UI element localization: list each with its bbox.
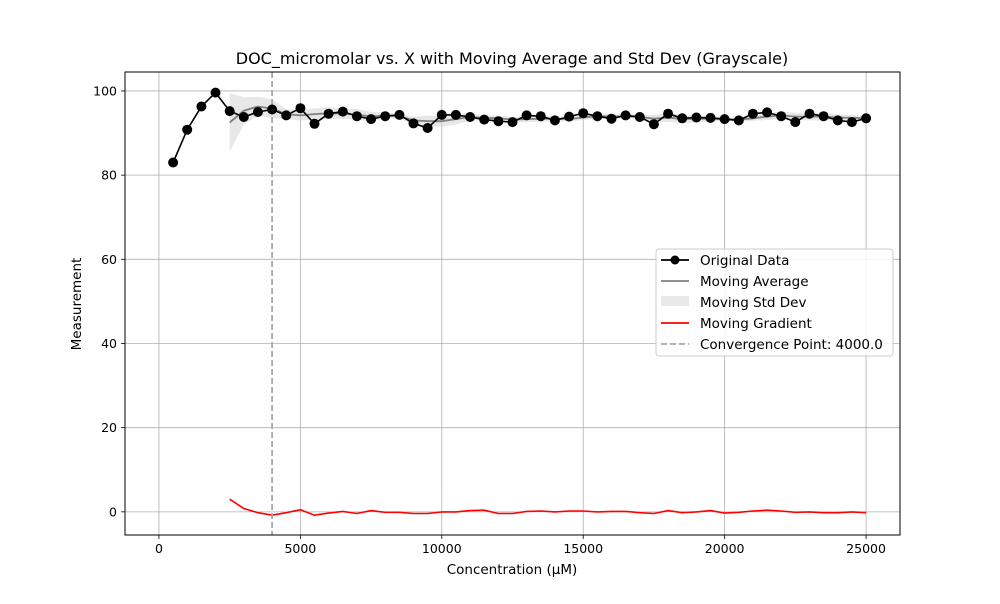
original-data-point xyxy=(408,118,419,129)
y-tick-label: 60 xyxy=(101,252,117,267)
original-data-point xyxy=(493,116,504,127)
legend-box xyxy=(655,248,894,357)
y-tick-label: 20 xyxy=(101,420,117,435)
y-tick-label: 40 xyxy=(101,336,117,351)
original-data-point xyxy=(465,112,476,122)
original-data-point xyxy=(818,111,829,122)
legend-label-original: Original Data xyxy=(700,253,789,269)
x-tick-label: 5000 xyxy=(284,541,316,556)
original-data-point xyxy=(535,111,546,122)
original-data-point xyxy=(606,113,617,124)
original-data-point xyxy=(564,111,575,122)
original-data-point xyxy=(366,114,377,125)
original-data-point xyxy=(549,115,560,126)
original-data-point xyxy=(846,117,857,128)
moving-gradient-line xyxy=(229,498,867,517)
original-data-point xyxy=(450,109,461,120)
legend-label-std-dev: Moving Std Dev xyxy=(700,295,806,311)
original-data-point xyxy=(422,123,433,133)
x-tick-label: 15000 xyxy=(563,541,603,556)
original-data-point xyxy=(168,157,179,168)
original-data-point xyxy=(394,109,405,120)
x-axis-ticks: 0 5000 10000 15000 20000 25000 xyxy=(155,535,886,556)
legend-label-moving-average: Moving Average xyxy=(700,274,809,290)
original-data-point xyxy=(648,119,659,130)
original-data-point xyxy=(210,87,221,98)
legend-marker-original xyxy=(670,255,680,265)
y-axis-label: Measurement xyxy=(69,258,85,351)
original-data-point xyxy=(182,124,193,135)
original-data-point xyxy=(677,113,688,124)
original-data-point xyxy=(323,108,334,119)
original-data-point xyxy=(436,109,447,120)
original-data-point xyxy=(832,115,843,126)
original-data-point xyxy=(224,106,235,117)
original-data-point xyxy=(762,107,773,118)
legend-swatch-std-dev xyxy=(661,296,689,306)
original-data-point xyxy=(691,112,702,123)
original-data-point xyxy=(196,101,207,112)
legend-label-convergence: Convergence Point: 4000.0 xyxy=(700,337,883,353)
original-data-point xyxy=(351,111,362,122)
original-data-point xyxy=(861,113,872,124)
original-data-point xyxy=(733,115,744,126)
original-data-point xyxy=(295,103,306,114)
original-data-point xyxy=(507,117,518,128)
x-tick-label: 10000 xyxy=(422,541,462,556)
original-data-point xyxy=(776,111,787,122)
x-axis-label: Concentration (µM) xyxy=(447,562,578,578)
x-tick-label: 25000 xyxy=(846,541,886,556)
original-data-point xyxy=(380,111,391,122)
original-data-point xyxy=(309,118,320,129)
x-tick-label: 0 xyxy=(155,541,163,556)
y-axis-ticks: 0 20 40 60 80 100 xyxy=(93,83,125,519)
original-data-point xyxy=(281,110,292,121)
original-data-point xyxy=(479,114,490,125)
x-tick-label: 20000 xyxy=(705,541,745,556)
original-data-point xyxy=(790,117,801,128)
y-tick-label: 0 xyxy=(109,504,117,519)
original-data-point xyxy=(337,106,348,117)
legend: Original Data Moving Average Moving Std … xyxy=(655,248,894,357)
moving-gradient-layer xyxy=(229,498,867,517)
legend-label-gradient: Moving Gradient xyxy=(700,316,812,332)
original-data-point xyxy=(634,112,645,122)
original-data-point xyxy=(592,111,603,122)
original-data-point xyxy=(238,112,249,122)
original-data-point xyxy=(663,108,674,119)
y-tick-label: 80 xyxy=(101,168,117,183)
original-data-layer xyxy=(168,87,872,168)
y-tick-label: 100 xyxy=(93,83,117,98)
original-data-point xyxy=(620,110,631,121)
original-data-point xyxy=(719,114,730,125)
original-data-point xyxy=(747,108,758,119)
original-data-point xyxy=(578,108,589,119)
chart-title: DOC_micromolar vs. X with Moving Average… xyxy=(236,49,789,69)
original-data-point xyxy=(252,107,263,117)
original-data-point xyxy=(521,110,532,121)
plot-frame xyxy=(124,71,901,536)
original-data-point xyxy=(705,112,716,123)
original-data-point xyxy=(267,104,278,115)
original-data-point xyxy=(804,108,815,119)
